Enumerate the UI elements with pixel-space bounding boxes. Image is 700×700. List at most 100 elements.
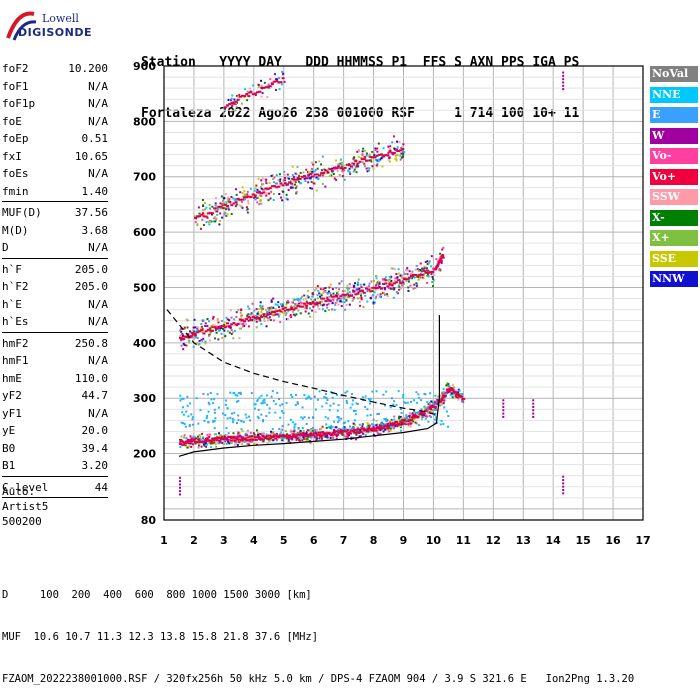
trace-core-point — [198, 330, 202, 333]
trace-point — [292, 430, 295, 433]
trace-point — [352, 170, 355, 173]
trace-point — [395, 159, 398, 162]
trace-point — [396, 292, 399, 295]
trace-point — [397, 417, 400, 420]
trace-core-point — [438, 400, 442, 403]
trace-point — [423, 267, 426, 270]
trace-point — [301, 439, 304, 442]
trace-point — [359, 427, 362, 430]
trace-point — [254, 195, 257, 198]
trace-point — [250, 313, 253, 316]
trace-point — [402, 143, 405, 146]
trace-point — [278, 306, 281, 309]
trace-core-point — [365, 429, 369, 432]
trace-point — [435, 408, 438, 411]
trace-point — [370, 295, 373, 298]
trace-point — [267, 83, 270, 86]
trace-point — [246, 99, 249, 102]
trace-point — [219, 212, 222, 215]
trace-point — [390, 153, 393, 156]
trace-point — [197, 206, 200, 209]
trace-point — [297, 180, 300, 183]
param-value: 250.8 — [74, 336, 108, 350]
scatter-point — [366, 414, 369, 417]
trace-point — [268, 318, 271, 321]
trace-point — [426, 263, 429, 266]
trace-point — [382, 147, 385, 150]
param-value: 205.0 — [74, 262, 108, 276]
trace-core-point — [420, 411, 424, 414]
trace-point — [310, 167, 313, 170]
trace-point — [274, 313, 277, 316]
trace-point — [314, 161, 317, 164]
scatter-point — [327, 426, 330, 429]
trace-core-point — [264, 437, 268, 440]
trace-point — [308, 440, 311, 443]
trace-core-point — [375, 427, 379, 430]
trace-point — [340, 304, 343, 307]
trace-point — [390, 275, 393, 278]
trace-core-point — [240, 94, 244, 97]
trace-point — [290, 308, 293, 311]
trace-point — [320, 294, 323, 297]
trace-core-point — [273, 434, 277, 437]
trace-point — [368, 430, 371, 433]
trace-point — [204, 324, 207, 327]
trace-core-point — [379, 287, 383, 290]
trace-point — [443, 390, 446, 393]
trace-point — [431, 267, 434, 270]
trace-point — [287, 189, 290, 192]
trace-point — [374, 147, 377, 150]
trace-point — [226, 325, 229, 328]
scatter-point — [226, 417, 229, 420]
trace-core-point — [277, 436, 281, 439]
trace-point — [214, 329, 217, 332]
trace-core-point — [266, 187, 270, 190]
trace-point — [327, 300, 330, 303]
trace-point — [341, 175, 344, 178]
trace-point — [281, 311, 284, 314]
separator — [2, 475, 108, 477]
trace-point — [248, 440, 251, 443]
trace-point — [298, 175, 301, 178]
trace-point — [308, 429, 311, 432]
trace-core-point — [403, 278, 407, 281]
param-value: 205.0 — [74, 280, 108, 293]
trace-point — [214, 204, 217, 207]
trace-point — [381, 278, 384, 281]
trace-point — [380, 426, 383, 429]
trace-point — [398, 415, 401, 418]
file-info-row: FZAOM_2022238001000.RSF / 320fx256h 50 k… — [2, 673, 635, 685]
trace-point — [366, 170, 369, 173]
param-name: B0 — [2, 441, 16, 455]
scatter-point — [328, 409, 331, 412]
trace-point — [294, 304, 297, 307]
param-row-he: h`E N/A — [2, 296, 108, 314]
trace-core-point — [410, 416, 414, 419]
trace-core-point — [238, 318, 242, 321]
trace-point — [218, 441, 221, 444]
trace-point — [354, 423, 357, 426]
trace-core-point — [247, 95, 251, 98]
trace-point — [227, 98, 230, 101]
scatter-point — [325, 402, 328, 405]
trace-point — [298, 304, 301, 307]
trace-point — [266, 96, 269, 99]
scatter-point — [225, 427, 228, 430]
param-value: 37.56 — [74, 206, 108, 219]
trace-point — [269, 191, 272, 194]
trace-point — [227, 206, 230, 209]
spur-point — [562, 88, 565, 91]
trace-core-point — [254, 438, 258, 441]
scatter-point — [366, 408, 369, 411]
trace-point — [291, 184, 294, 187]
trace-point — [457, 391, 460, 394]
scatter-point — [244, 413, 247, 416]
electron-density-profile-line — [178, 315, 440, 457]
trace-core-point — [240, 198, 244, 201]
trace-point — [180, 435, 183, 438]
trace-point — [238, 337, 241, 340]
scatter-point — [405, 416, 408, 419]
trace-point — [180, 438, 183, 441]
trace-core-point — [215, 439, 219, 442]
